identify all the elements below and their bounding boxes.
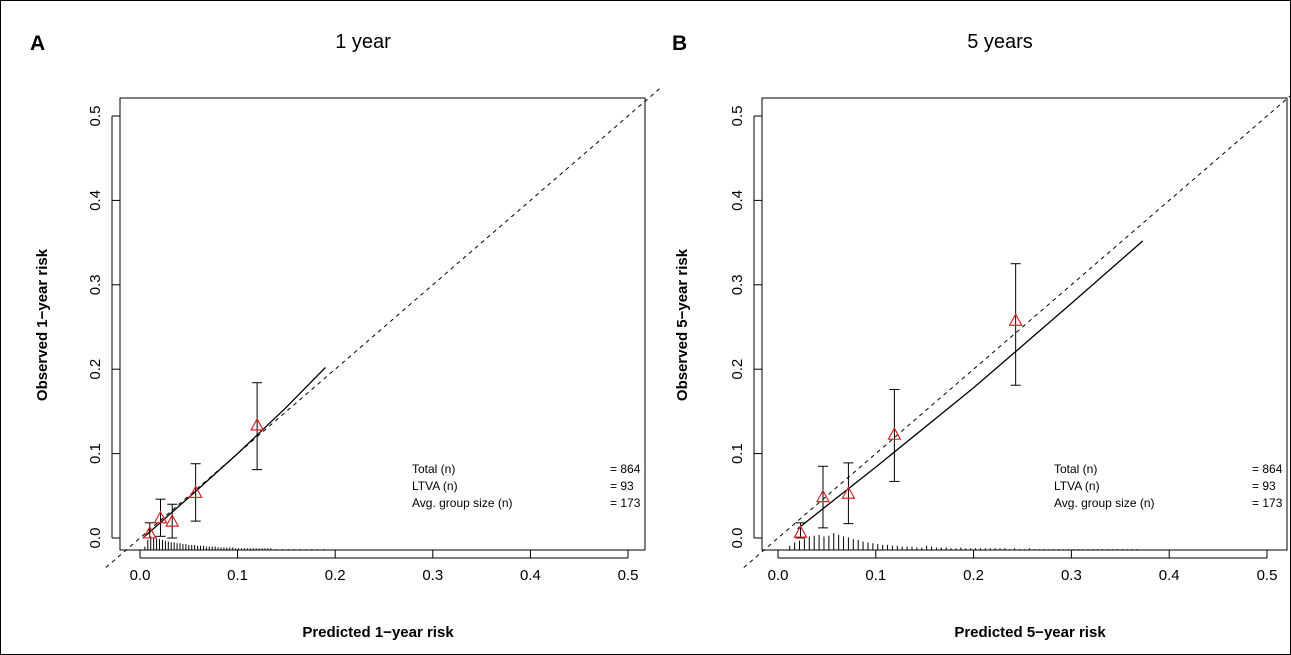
y-tick-label: 0.2 xyxy=(729,359,746,380)
y-tick-label: 0.4 xyxy=(87,190,104,211)
legend-label: Avg. group size (n) xyxy=(412,496,513,510)
x-tick-label: 0.0 xyxy=(768,567,789,584)
y-tick-label: 0.5 xyxy=(87,106,104,127)
data-point-marker xyxy=(887,426,902,440)
reference-diagonal xyxy=(105,86,663,568)
x-tick-label: 0.1 xyxy=(865,567,886,584)
x-tick-label: 0.2 xyxy=(963,567,984,584)
x-tick-label: 0.0 xyxy=(130,567,151,584)
legend-label: Avg. group size (n) xyxy=(1054,496,1155,510)
x-tick-label: 0.3 xyxy=(422,567,443,584)
data-point-marker xyxy=(250,417,265,431)
legend-label: Total (n) xyxy=(412,462,455,476)
panel-a-plot: 0.0 0.1 0.2 0.3 0.4 0.5 0.0 0.1 0.2 0.3 0.4 0.5 Tota… xyxy=(87,86,663,584)
y-tick-label: 0.0 xyxy=(729,528,746,549)
calibration-curve xyxy=(797,240,1144,530)
legend-value: = 93 xyxy=(1252,479,1276,493)
data-point-marker xyxy=(153,510,168,524)
y-tick-label: 0.0 xyxy=(87,528,104,549)
calibration-curve xyxy=(142,367,326,539)
panel-b-letter: B xyxy=(672,32,687,55)
x-tick-label: 0.2 xyxy=(325,567,346,584)
panel-b-title: 5 years xyxy=(967,31,1033,53)
y-tick-label: 0.3 xyxy=(87,274,104,295)
y-tick-label: 0.1 xyxy=(729,443,746,464)
x-tick-label: 0.5 xyxy=(1257,567,1278,584)
panel-b-x-axis-title: Predicted 5−year risk xyxy=(954,624,1106,641)
panel-b-plot: 0.0 0.1 0.2 0.3 0.4 0.5 0.0 0.1 0.2 0.3 0.4 0.5 Tota… xyxy=(729,94,1291,584)
x-tick-label: 0.5 xyxy=(618,567,639,584)
panel-a-x-axis-title: Predicted 1−year risk xyxy=(302,624,454,641)
legend-value: = 173 xyxy=(1252,496,1283,510)
panel-b-y-axis-title: Observed 5−year risk xyxy=(674,248,691,401)
data-point-marker xyxy=(1008,312,1023,326)
data-point-marker xyxy=(165,513,180,527)
legend-value: = 173 xyxy=(610,496,641,510)
panel-a: A 1 year Predicted 1−year risk Observed … xyxy=(30,31,663,641)
x-tick-label: 0.4 xyxy=(1159,567,1180,584)
legend-value: = 93 xyxy=(610,479,634,493)
plot-frame xyxy=(119,97,646,551)
legend-value: = 864 xyxy=(610,462,641,476)
legend-value: = 864 xyxy=(1252,462,1283,476)
y-tick-label: 0.2 xyxy=(87,359,104,380)
y-tick-label: 0.3 xyxy=(729,274,746,295)
x-tick-label: 0.3 xyxy=(1061,567,1082,584)
data-point-marker xyxy=(841,486,856,499)
x-tick-label: 0.4 xyxy=(520,567,541,584)
data-point-marker xyxy=(815,489,830,503)
y-tick-label: 0.4 xyxy=(729,190,746,211)
legend-label: Total (n) xyxy=(1054,462,1097,476)
data-point-marker xyxy=(793,524,808,538)
panel-b: B 5 years Predicted 5−year risk Observed… xyxy=(672,31,1291,641)
panel-a-letter: A xyxy=(30,32,45,55)
data-point-marker xyxy=(142,525,157,539)
legend-label: LTVA (n) xyxy=(1054,479,1100,493)
x-tick-label: 0.1 xyxy=(227,567,248,584)
y-tick-label: 0.1 xyxy=(87,443,104,464)
data-point-marker xyxy=(188,485,203,499)
legend-label: LTVA (n) xyxy=(412,479,458,493)
panel-a-y-axis-title: Observed 1−year risk xyxy=(34,248,51,401)
panel-a-title: 1 year xyxy=(335,31,391,53)
reference-diagonal xyxy=(743,94,1291,568)
y-tick-label: 0.5 xyxy=(729,106,746,127)
